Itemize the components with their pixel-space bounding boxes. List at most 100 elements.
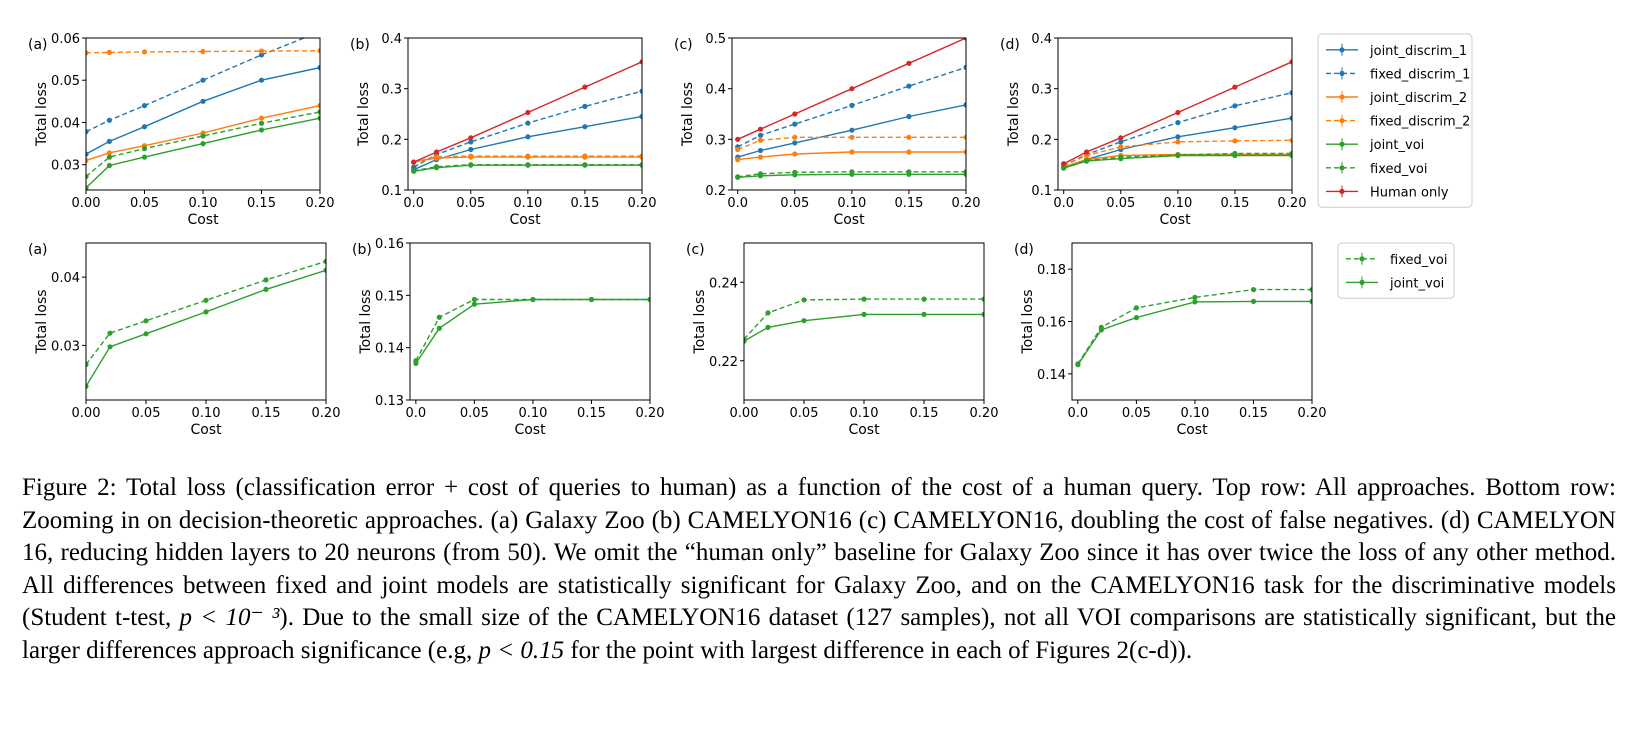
data-point-joint_discrim_1	[258, 77, 265, 83]
series-line-joint_voi	[1077, 300, 1312, 366]
plot-frame	[85, 242, 327, 401]
data-point-joint_discrim_2	[906, 149, 912, 155]
series-line-fixed_voi	[737, 171, 966, 178]
data-point-fixed_voi	[436, 314, 442, 320]
data-point-fixed_voi	[1309, 287, 1312, 293]
y-tick-label: 0.06	[51, 32, 80, 47]
panel-label: (d)	[1000, 37, 1020, 53]
y-tick-label: 0.03	[51, 159, 80, 174]
x-tick-label: 0.0	[1053, 196, 1074, 211]
data-point-fixed_discrim_1	[1289, 90, 1292, 96]
data-point-fixed_discrim_2	[1289, 137, 1292, 143]
data-point-fixed_voi	[1061, 165, 1067, 171]
data-point-fixed_voi	[1083, 158, 1090, 164]
data-point-fixed_discrim_2	[141, 49, 148, 55]
caption-math-1: p < 10⁻ ³	[179, 604, 280, 631]
series-line-joint_discrim_2	[86, 104, 320, 162]
legend-label-fixed_voi: fixed_voi	[1370, 162, 1428, 177]
data-point-fixed_discrim_2	[86, 50, 89, 56]
x-tick-label: 0.15	[570, 196, 599, 211]
data-point-joint_discrim_1	[906, 113, 912, 120]
series-group	[1075, 287, 1312, 368]
data-point-fixed_discrim_2	[1175, 139, 1181, 145]
x-tick-label: 0.0	[406, 406, 427, 421]
series-group	[735, 38, 966, 180]
y-axis-label: Total loss	[356, 82, 372, 147]
data-point-fixed_discrim_2	[639, 153, 642, 159]
series-line-joint_voi	[737, 173, 966, 178]
data-point-fixed_discrim_2	[906, 134, 912, 140]
data-point-human_only	[411, 159, 417, 165]
y-axis-label: Total loss	[34, 82, 50, 147]
y-tick-label: 0.2	[381, 133, 402, 148]
data-point-joint_voi	[921, 311, 927, 317]
data-point-fixed_discrim_1	[792, 121, 798, 127]
data-point-joint_voi	[1075, 362, 1081, 368]
x-tick-label: 0.00	[72, 196, 101, 211]
x-tick-label: 0.0	[1068, 406, 1089, 421]
legend-label-human_only: Human only	[1370, 185, 1449, 200]
data-point-human_only	[1083, 149, 1090, 155]
y-tick-label: 0.24	[709, 276, 738, 291]
data-point-fixed_voi	[906, 169, 912, 175]
legend-label-joint_voi: joint_voi	[1369, 138, 1424, 153]
y-tick-label: 0.16	[375, 237, 404, 252]
data-point-joint_discrim_1	[86, 151, 89, 157]
series-group	[744, 296, 984, 344]
series-line-fixed_discrim_2	[1063, 139, 1292, 167]
y-axis-label: Total loss	[1006, 82, 1022, 147]
data-point-fixed_discrim_1	[639, 88, 642, 94]
data-point-joint_discrim_1	[757, 147, 764, 154]
data-point-fixed_voi	[258, 120, 265, 126]
x-tick-label: 0.10	[1163, 196, 1192, 211]
data-point-fixed_voi	[1133, 305, 1139, 311]
y-tick-label: 0.14	[375, 342, 404, 357]
y-tick-label: 0.1	[381, 184, 402, 199]
data-point-fixed_voi	[1250, 287, 1257, 293]
y-tick-label: 0.4	[1031, 32, 1052, 47]
data-point-human_only	[1061, 161, 1067, 167]
x-tick-label: 0.10	[1180, 406, 1209, 421]
series-line-joint_voi	[744, 313, 984, 342]
x-tick-label: 0.0	[727, 196, 748, 211]
data-point-joint_voi	[263, 286, 269, 292]
data-point-fixed_discrim_1	[1232, 103, 1238, 109]
x-tick-label: 0.05	[132, 406, 161, 421]
y-tick-label: 0.18	[1037, 263, 1066, 278]
series-line-fixed_discrim_1	[737, 66, 966, 148]
series-group	[86, 38, 320, 190]
data-point-joint_voi	[258, 127, 265, 133]
data-point-joint_discrim_1	[639, 113, 642, 120]
x-tick-label: 0.10	[192, 406, 221, 421]
y-tick-label: 0.03	[51, 339, 80, 354]
data-point-fixed_discrim_2	[525, 153, 531, 159]
series-line-fixed_voi	[1063, 152, 1292, 169]
series-line-fixed_discrim_2	[737, 136, 966, 151]
data-point-joint_voi	[107, 344, 113, 350]
series-line-joint_discrim_1	[737, 104, 966, 158]
data-point-joint_discrim_2	[86, 157, 89, 163]
data-point-fixed_voi	[107, 330, 113, 336]
data-point-fixed_voi	[200, 133, 206, 139]
data-point-joint_discrim_1	[525, 134, 531, 140]
data-point-human_only	[1118, 135, 1124, 141]
x-tick-label: 0.15	[894, 196, 923, 211]
data-point-fixed_discrim_2	[106, 49, 112, 56]
y-tick-label: 0.5	[705, 32, 726, 47]
data-point-joint_discrim_1	[582, 124, 588, 130]
data-point-fixed_discrim_1	[141, 103, 148, 109]
data-point-fixed_discrim_1	[525, 120, 531, 126]
x-axis-label: Cost	[187, 212, 219, 228]
series-group	[86, 258, 326, 389]
caption-math-2: p < 0.15	[478, 636, 565, 664]
chart-panel-bottom-2: 0.00 0.05 0.10 0.15 0.20 0.22 0.24 Cost Total lo…	[686, 242, 998, 438]
plot-frame	[731, 37, 967, 191]
y-tick-label: 0.4	[381, 32, 402, 47]
x-tick-label: 0.20	[1278, 196, 1307, 211]
data-point-joint_voi	[413, 360, 419, 366]
data-point-fixed_voi	[1289, 150, 1292, 157]
data-point-fixed_voi	[757, 171, 764, 177]
data-point-human_only	[639, 59, 642, 65]
x-tick-label: 0.15	[910, 406, 939, 421]
y-tick-label: 0.3	[1031, 83, 1052, 98]
